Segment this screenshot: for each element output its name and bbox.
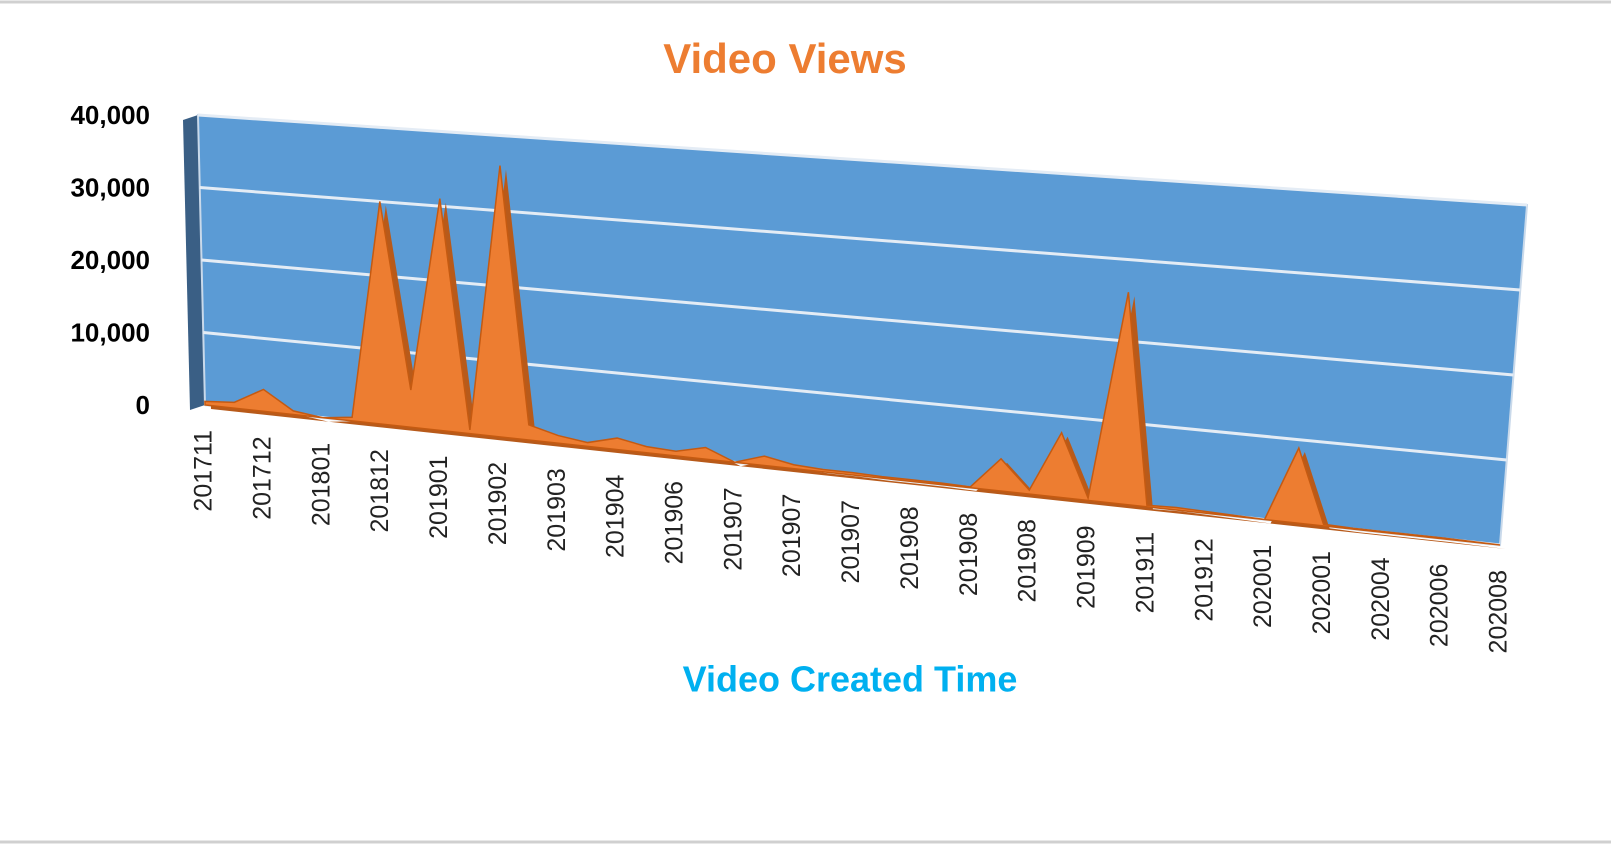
x-tick-label: 202006 — [1426, 564, 1454, 647]
x-tick-label: 201907 — [837, 500, 865, 583]
grid-line — [197, 113, 1528, 207]
x-tick-label: 202001 — [1308, 551, 1336, 634]
x-tick-label: 201911 — [1131, 532, 1159, 614]
x-tick-label: 201906 — [661, 481, 689, 564]
x-tick-label: 201902 — [484, 462, 512, 545]
x-tick-label: 201901 — [425, 455, 453, 538]
x-tick-label: 202008 — [1485, 570, 1513, 653]
x-axis-title: Video Created Time — [683, 659, 1018, 700]
area — [204, 165, 1501, 546]
y-tick-label: 20,000 — [70, 245, 150, 275]
x-tick-label: 201912 — [1190, 538, 1218, 621]
chart-title: Video Views — [663, 35, 907, 82]
x-tick-label: 201801 — [307, 443, 335, 526]
x-tick-label: 201903 — [543, 468, 571, 551]
x-tick-label: 201908 — [896, 506, 924, 589]
y-tick-label: 0 — [136, 390, 150, 420]
x-tick-label: 201907 — [719, 487, 747, 570]
x-tick-label: 201908 — [1014, 519, 1042, 602]
y-tick-label: 30,000 — [70, 172, 150, 202]
x-tick-label: 201712 — [248, 436, 276, 519]
x-tick-label: 201711 — [190, 430, 218, 512]
x-tick-label: 202001 — [1249, 545, 1277, 628]
x-tick-label: 201907 — [778, 494, 806, 577]
x-tick-label: 202004 — [1367, 557, 1395, 641]
grid-line — [201, 258, 1514, 377]
y-tick-label: 10,000 — [70, 317, 150, 347]
x-tick-label: 201908 — [955, 513, 983, 596]
x-tick-label: 201812 — [366, 449, 394, 532]
y-tick-label: 40,000 — [70, 100, 150, 130]
grid-line — [199, 186, 1521, 292]
x-tick-label: 201909 — [1073, 525, 1101, 608]
x-tick-label: 201904 — [602, 474, 630, 558]
